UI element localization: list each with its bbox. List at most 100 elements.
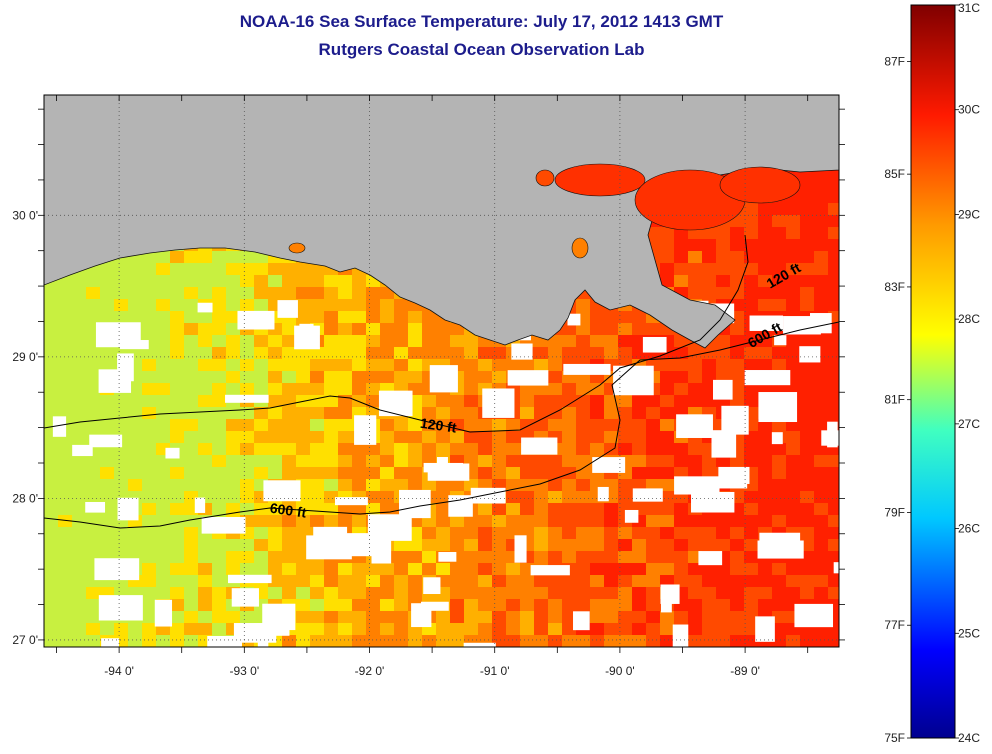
sst-cell (730, 323, 744, 335)
sst-cell (212, 407, 226, 419)
sst-cell (184, 551, 198, 563)
sst-cell (352, 347, 366, 359)
sst-cell (744, 275, 758, 287)
sst-cell (520, 503, 534, 515)
sst-cell (478, 443, 492, 455)
sst-cell (800, 191, 814, 203)
sst-cell (254, 359, 268, 371)
sst-cell (604, 323, 618, 335)
contour-label: 600 ft (269, 500, 308, 521)
sst-cell (366, 299, 380, 311)
sst-cell (366, 287, 380, 299)
sst-cell (450, 395, 464, 407)
sst-cell (744, 599, 758, 611)
sst-cell (828, 275, 839, 287)
sst-cell (688, 575, 702, 587)
sst-cell (366, 323, 380, 335)
sst-cell (716, 239, 730, 251)
sst-cell (198, 611, 212, 623)
sst-cell (282, 419, 296, 431)
sst-cell (366, 359, 380, 371)
sst-cell (814, 191, 828, 203)
sst-cell (436, 611, 450, 623)
sst-cell (758, 491, 772, 503)
sst-cell (184, 443, 198, 455)
sst-cell (44, 479, 58, 491)
sst-cell (394, 299, 408, 311)
sst-cell (478, 611, 492, 623)
sst-cell (352, 371, 366, 383)
sst-cell (184, 587, 198, 599)
sst-cell (828, 635, 839, 647)
sst-cell (450, 611, 464, 623)
sst-cell (142, 371, 156, 383)
sst-cell (478, 575, 492, 587)
sst-cell (380, 563, 394, 575)
sst-cell (520, 359, 534, 371)
sst-cell (646, 503, 660, 515)
sst-cell (828, 299, 839, 311)
sst-cell (702, 527, 716, 539)
sst-cell (758, 299, 772, 311)
sst-cell (156, 395, 170, 407)
sst-cell (772, 455, 786, 467)
sst-cell (142, 587, 156, 599)
sst-cell (212, 263, 226, 275)
sst-cell (604, 575, 618, 587)
sst-cell (58, 455, 72, 467)
inland-water-patches (288, 163, 801, 259)
cloud-gap (399, 489, 431, 519)
sst-cell (282, 287, 296, 299)
sst-cell (128, 311, 142, 323)
sst-cell (408, 311, 422, 323)
sst-cell (576, 551, 590, 563)
sst-cell (268, 431, 282, 443)
sst-cell (604, 527, 618, 539)
sst-cell (814, 491, 828, 503)
sst-cell (702, 635, 716, 647)
sst-cell (562, 407, 576, 419)
sst-cell (100, 287, 114, 299)
sst-cell (772, 287, 786, 299)
sst-cell (548, 611, 562, 623)
sst-cell (310, 311, 324, 323)
sst-cell (646, 455, 660, 467)
sst-cell (212, 383, 226, 395)
sst-cell (660, 383, 674, 395)
sst-cell (394, 371, 408, 383)
sst-cell (310, 263, 324, 275)
sst-cell (380, 455, 394, 467)
sst-cell (688, 467, 702, 479)
sst-cell (352, 587, 366, 599)
sst-cell (352, 467, 366, 479)
sst-cell (240, 539, 254, 551)
sst-cell (142, 359, 156, 371)
sst-cell (352, 599, 366, 611)
sst-cell (548, 623, 562, 635)
sst-cell (198, 467, 212, 479)
sst-cell (100, 527, 114, 539)
sst-cell (310, 599, 324, 611)
sst-cell (436, 491, 450, 503)
cb-label-fahrenheit: 77F (884, 618, 905, 632)
sst-cell (324, 443, 338, 455)
sst-cell (44, 611, 58, 623)
sst-cell (240, 383, 254, 395)
sst-cell (828, 479, 839, 491)
sst-cell (380, 443, 394, 455)
sst-cell (562, 455, 576, 467)
sst-cell (786, 203, 800, 215)
sst-cell (282, 323, 296, 335)
sst-cell (436, 503, 450, 515)
cb-label-celsius: 28C (958, 312, 980, 326)
sst-cell (268, 287, 282, 299)
sst-cell (478, 467, 492, 479)
sst-cell (156, 563, 170, 575)
sst-cell (338, 275, 352, 287)
sst-cell (828, 455, 839, 467)
sst-cell (72, 503, 86, 515)
sst-cell (72, 551, 86, 563)
sst-cell (366, 491, 380, 503)
cloud-gap (563, 363, 611, 375)
